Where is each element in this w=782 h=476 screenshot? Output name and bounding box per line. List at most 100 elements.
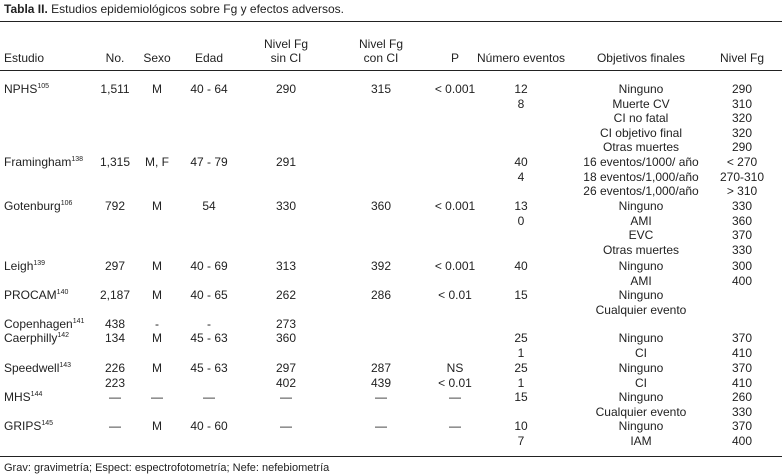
fg-sin-cell: 273 <box>275 317 297 331</box>
fg-con-cell: 392 <box>370 259 392 273</box>
nivel-cell: 320 <box>731 125 753 140</box>
study-ref: 141 <box>72 318 85 325</box>
no-cell: 2,187 <box>99 288 131 302</box>
nivel-cell: > 310 <box>726 184 758 198</box>
header-eventos: Número eventos <box>476 51 566 65</box>
study-name: PROCAM <box>4 288 57 302</box>
no-cell: 1,511 <box>100 82 130 96</box>
fg-con-cell: — <box>375 419 387 433</box>
no-cell: 223 <box>104 375 126 390</box>
header-fg-sin: Nivel Fg sin CI <box>264 37 308 65</box>
eventos-cell: 25 <box>514 331 528 345</box>
sexo-cell: - <box>155 317 159 331</box>
objetivo-cell: CI <box>635 375 647 390</box>
table-caption-text: Estudios epidemiológicos sobre Fg y efec… <box>51 2 344 16</box>
header-edad: Edad <box>194 51 224 65</box>
header-fg-con-line2: con CI <box>363 51 399 65</box>
nivel-cell: 330 <box>731 199 753 213</box>
no-cell: 1,315 <box>99 155 131 169</box>
p-cell: < 0.01 <box>438 288 472 302</box>
p-cell: — <box>449 390 461 404</box>
study-ref: 144 <box>30 391 43 398</box>
table-caption-label: Tabla II. <box>4 2 48 16</box>
bottom-rule <box>0 456 782 457</box>
sexo-cell: M <box>152 419 162 433</box>
edad-cell: - <box>207 317 211 331</box>
header-fg-sin-line2: sin CI <box>270 51 302 65</box>
nivel-cell: 320 <box>731 111 753 125</box>
header-objetivos: Objetivos finales <box>596 51 686 65</box>
fg-con-cell: 315 <box>370 82 392 96</box>
study-ref: 138 <box>71 156 84 163</box>
nivel-cell: 310 <box>731 96 753 111</box>
header-fg-sin-line1: Nivel Fg <box>263 37 309 51</box>
nivel-cell: 370 <box>731 419 753 433</box>
p-cell: < 0.001 <box>434 259 476 273</box>
nivel-cell: 400 <box>731 273 753 288</box>
eventos-cell: 0 <box>517 213 525 228</box>
objetivo-cell: Muerte CV <box>612 96 670 111</box>
objetivo-cell: CI no fatal <box>613 111 669 125</box>
eventos-cell: 12 <box>514 82 528 96</box>
objetivo-cell: 18 eventos/1,000/año <box>583 169 699 184</box>
study-ref: 106 <box>60 200 73 207</box>
study-name: MHS <box>4 390 31 404</box>
no-cell: — <box>109 419 121 433</box>
study-name: Leigh <box>4 259 34 273</box>
fg-sin-cell: — <box>280 419 292 433</box>
edad-cell: 40 - 64 <box>190 82 228 96</box>
edad-cell: 45 - 63 <box>190 361 228 375</box>
no-cell: — <box>109 390 121 404</box>
nivel-cell: 410 <box>731 345 753 360</box>
fg-sin-cell: 291 <box>275 155 297 169</box>
header-rule <box>0 70 782 71</box>
sexo-cell: M <box>152 361 162 375</box>
study-ref: 145 <box>41 420 54 427</box>
header-nivel: Nivel Fg <box>719 51 765 65</box>
p-cell: NS <box>446 361 464 375</box>
p-cell: < 0.001 <box>434 199 476 213</box>
objetivo-cell: CI <box>635 345 647 360</box>
study-cell: NPHS105 <box>4 82 49 96</box>
header-sexo: Sexo <box>143 51 171 65</box>
study-name: Speedwell <box>4 361 60 375</box>
sexo-cell: M <box>152 288 162 302</box>
study-cell: Copenhagen141 <box>4 317 84 331</box>
fg-con-cell: 286 <box>370 288 392 302</box>
eventos-cell: 10 <box>514 419 528 433</box>
study-cell: Leigh139 <box>4 259 45 273</box>
nivel-cell: 290 <box>731 140 753 154</box>
eventos-cell: 25 <box>514 361 528 375</box>
study-name: Copenhagen <box>4 317 73 331</box>
study-ref: 142 <box>57 332 70 339</box>
study-cell: GRIPS145 <box>4 419 53 433</box>
fg-con-cell: — <box>375 390 387 404</box>
study-cell: Framingham138 <box>4 155 83 169</box>
nivel-cell: < 270 <box>726 155 758 169</box>
nivel-cell: 270-310 <box>719 169 765 184</box>
objetivo-cell: Ninguno <box>618 390 664 404</box>
header-fg-con: Nivel Fg con CI <box>359 37 403 65</box>
sexo-cell: M, F <box>145 155 169 169</box>
study-name: Caerphilly <box>4 331 58 345</box>
objetivo-cell: Ninguno <box>618 361 664 375</box>
edad-cell: 54 <box>202 199 216 213</box>
study-cell: Caerphilly142 <box>4 331 69 345</box>
sexo-cell: — <box>151 390 163 404</box>
objetivo-cell: Ninguno <box>618 82 664 96</box>
objetivo-cell: IAM <box>630 433 652 448</box>
objetivo-cell: Ninguno <box>618 419 664 433</box>
nivel-cell: 260 <box>731 390 753 404</box>
objetivo-cell: Ninguno <box>618 199 664 213</box>
fg-sin-cell: 262 <box>275 288 297 302</box>
objetivo-cell: Ninguno <box>618 288 664 302</box>
p-cell: < 0.01 <box>438 375 472 390</box>
nivel-cell: 300 <box>731 259 753 273</box>
nivel-cell: 290 <box>731 82 753 96</box>
study-ref: 139 <box>33 260 46 267</box>
eventos-cell: 1 <box>517 375 525 390</box>
header-no: No. <box>105 51 125 65</box>
eventos-cell: 7 <box>517 433 525 448</box>
p-cell: — <box>449 419 461 433</box>
nivel-cell: 330 <box>731 404 753 419</box>
